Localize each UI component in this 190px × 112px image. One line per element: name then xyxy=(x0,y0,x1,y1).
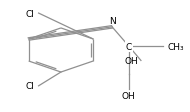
Text: C: C xyxy=(126,42,132,51)
Text: OH: OH xyxy=(122,91,136,100)
Text: CH₃: CH₃ xyxy=(168,42,184,51)
Text: Cl: Cl xyxy=(26,82,35,90)
Text: OH: OH xyxy=(125,56,139,65)
Text: N: N xyxy=(109,17,116,26)
Text: Cl: Cl xyxy=(26,10,35,18)
